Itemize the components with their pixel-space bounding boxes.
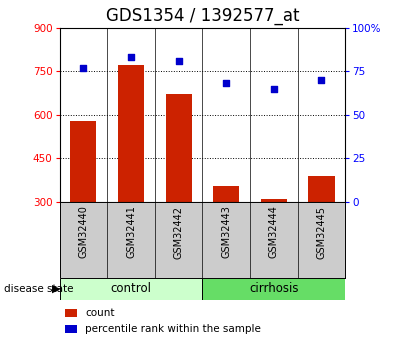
Bar bbox=[65, 309, 77, 317]
Text: GSM32445: GSM32445 bbox=[316, 206, 326, 259]
Bar bbox=[60, 278, 202, 300]
Point bbox=[223, 81, 229, 86]
Text: ▶: ▶ bbox=[52, 284, 61, 294]
Text: GSM32444: GSM32444 bbox=[269, 206, 279, 258]
Text: count: count bbox=[85, 308, 115, 318]
Point bbox=[175, 58, 182, 63]
Bar bbox=[166, 95, 192, 202]
Text: cirrhosis: cirrhosis bbox=[249, 283, 298, 295]
Text: GSM32440: GSM32440 bbox=[79, 206, 88, 258]
Text: GSM32441: GSM32441 bbox=[126, 206, 136, 258]
Text: control: control bbox=[111, 283, 152, 295]
Bar bbox=[213, 186, 239, 202]
Title: GDS1354 / 1392577_at: GDS1354 / 1392577_at bbox=[106, 7, 299, 25]
Bar bbox=[70, 120, 97, 202]
Text: GSM32442: GSM32442 bbox=[173, 206, 184, 259]
Bar bbox=[202, 278, 345, 300]
Bar bbox=[118, 65, 144, 202]
Bar bbox=[261, 199, 287, 202]
Text: GSM32443: GSM32443 bbox=[221, 206, 231, 258]
Point bbox=[128, 55, 134, 60]
Bar bbox=[65, 325, 77, 333]
Point bbox=[270, 86, 277, 91]
Text: disease state: disease state bbox=[4, 284, 74, 294]
Text: percentile rank within the sample: percentile rank within the sample bbox=[85, 324, 261, 334]
Bar bbox=[308, 176, 335, 202]
Point bbox=[80, 65, 87, 70]
Point bbox=[318, 77, 325, 83]
